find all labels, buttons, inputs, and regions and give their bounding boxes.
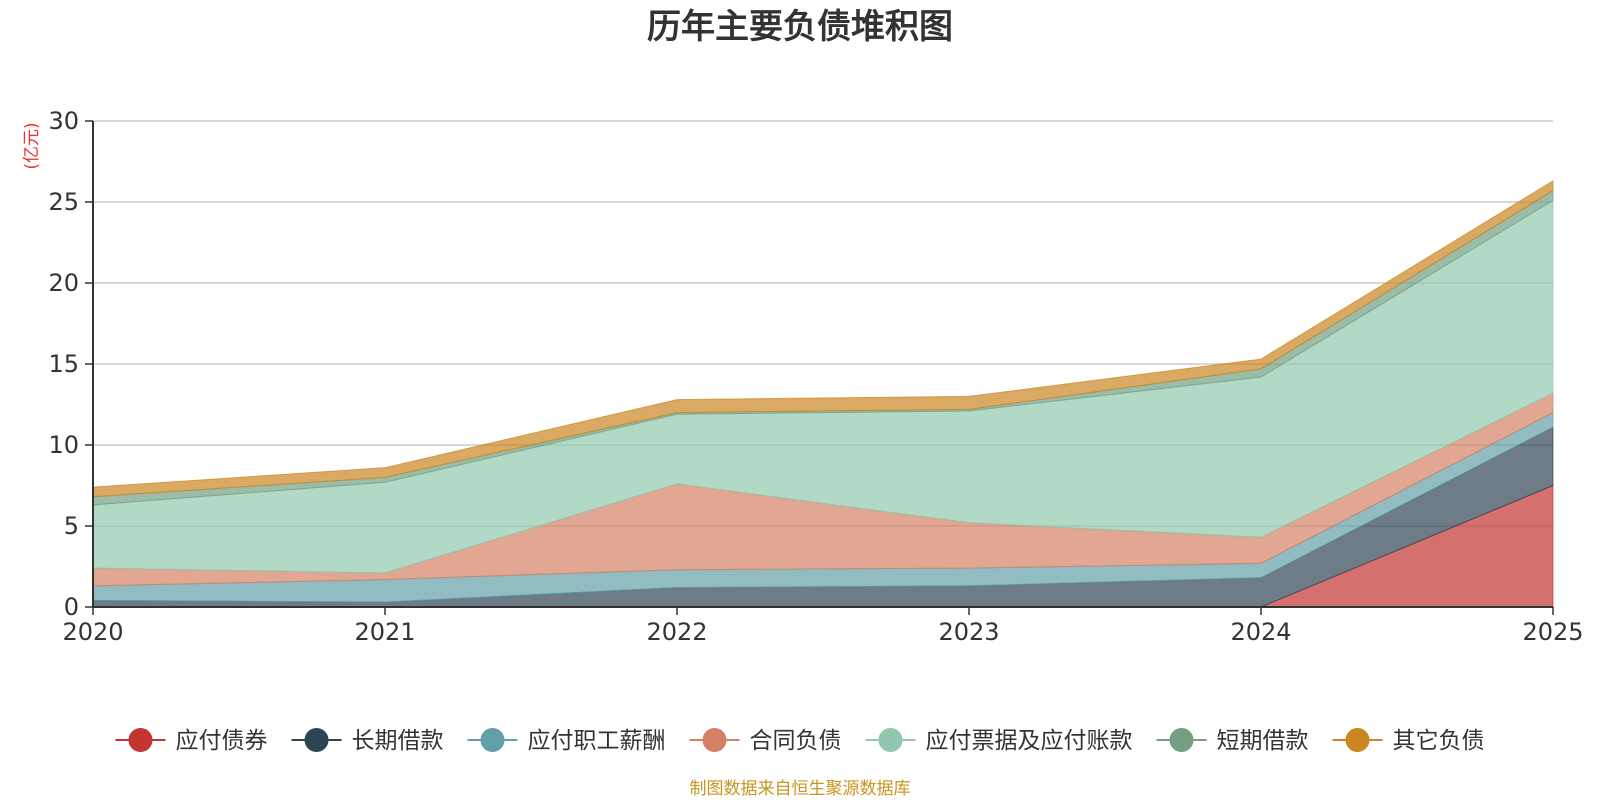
legend-marker (128, 728, 153, 752)
legend-marker (480, 728, 505, 752)
legend-label: 长期借款 (352, 728, 444, 754)
legend-item[interactable]: 应付票据及应付账款 (865, 728, 1133, 754)
legend-marker (878, 728, 903, 752)
legend-item[interactable]: 其它负债 (1332, 728, 1485, 754)
legend-label: 应付债券 (176, 728, 268, 754)
y-tick-label: 0 (64, 593, 79, 621)
area-series (92, 180, 1554, 608)
y-tick-label: 25 (48, 188, 79, 216)
x-tick-label: 2024 (1230, 618, 1291, 646)
y-tick-label: 30 (48, 107, 79, 135)
legend-item[interactable]: 应付职工薪酬 (467, 728, 666, 754)
legend-item[interactable]: 应付债券 (115, 728, 268, 754)
legend-marker (702, 728, 727, 752)
legend-label: 短期借款 (1217, 728, 1309, 754)
legend[interactable]: 应付债券 长期借款 应付职工薪酬 合同负债 应付票据及应付账款 短期借款 其它负债 (115, 728, 1485, 754)
x-tick-label: 2022 (646, 618, 707, 646)
legend-item[interactable]: 短期借款 (1156, 728, 1309, 754)
x-tick-label: 2021 (354, 618, 415, 646)
area-7 (92, 180, 1554, 498)
y-tick-label: 15 (48, 350, 79, 378)
chart-title: 历年主要负债堆积图 (647, 7, 953, 47)
x-tick-label: 2020 (62, 618, 123, 646)
legend-marker (304, 728, 329, 752)
legend-label: 应付职工薪酬 (528, 728, 666, 754)
legend-label: 合同负债 (750, 728, 842, 754)
legend-label: 其它负债 (1393, 728, 1485, 754)
legend-item[interactable]: 长期借款 (291, 728, 444, 754)
x-tick-label: 2025 (1522, 618, 1583, 646)
y-axis-unit: (亿元) (22, 122, 42, 169)
x-tick-label: 2023 (938, 618, 999, 646)
legend-label: 应付票据及应付账款 (926, 728, 1133, 754)
legend-marker (1169, 728, 1194, 752)
legend-marker (1345, 728, 1370, 752)
y-tick-label: 20 (48, 269, 79, 297)
y-tick-label: 5 (64, 512, 79, 540)
legend-item[interactable]: 合同负债 (689, 728, 842, 754)
y-tick-label: 10 (48, 431, 79, 459)
data-source-note: 制图数据来自恒生聚源数据库 (690, 779, 911, 799)
